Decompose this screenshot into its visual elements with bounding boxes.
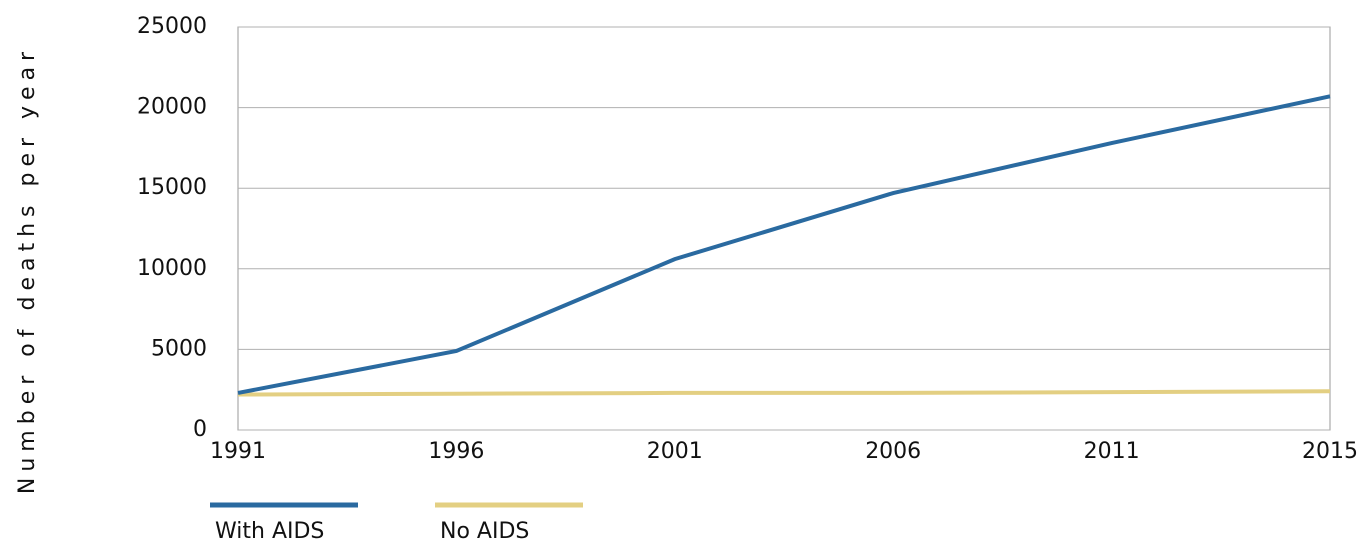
legend-label: No AIDS — [440, 519, 529, 544]
x-tick-label: 2001 — [647, 439, 703, 464]
y-tick-label: 5000 — [151, 336, 207, 361]
y-tick-label: 20000 — [137, 95, 207, 120]
y-axis-label: Number of deaths per year — [15, 46, 40, 494]
x-tick-label: 1996 — [428, 439, 484, 464]
legend-label: With AIDS — [215, 519, 324, 544]
y-tick-label: 15000 — [137, 175, 207, 200]
x-tick-label: 1991 — [210, 439, 266, 464]
x-tick-label: 2011 — [1084, 439, 1140, 464]
series-line — [237, 389, 1331, 397]
series-line — [237, 94, 1331, 395]
y-tick-label: 25000 — [137, 14, 207, 39]
x-tick-label: 2015 — [1302, 439, 1358, 464]
y-tick-label: 0 — [193, 417, 207, 442]
x-tick-label: 2006 — [865, 439, 921, 464]
plot-frame — [237, 26, 1331, 431]
y-tick-label: 10000 — [137, 256, 207, 281]
